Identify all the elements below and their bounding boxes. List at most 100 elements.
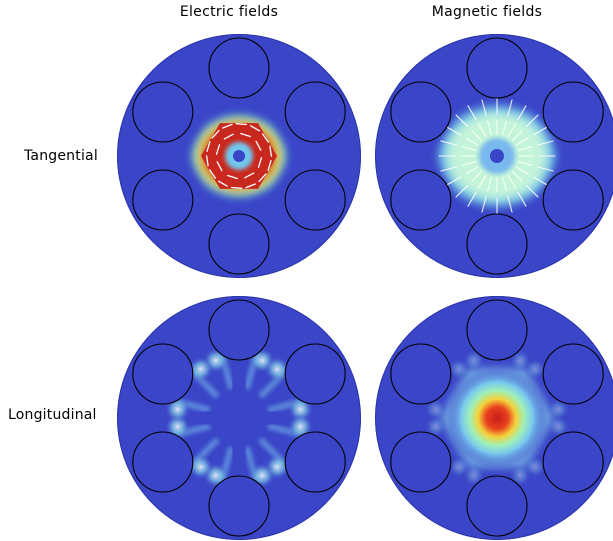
air-holes [132,37,346,275]
fiber-outline [117,296,361,540]
column-title-magnetic: Magnetic fields [431,4,543,20]
field-arrow [512,129,524,141]
field-arrow [532,126,548,136]
field-arrow [517,161,533,166]
field-arrow [537,140,554,146]
core-center [490,149,504,163]
field-arrow [455,114,468,127]
field-hotspot [447,358,470,381]
air-hole [132,169,194,231]
field-arrow [526,185,539,198]
field-hotspot [524,358,547,381]
field-hotspot [547,398,570,421]
field-arrow [515,166,529,175]
field-arrow [515,137,529,146]
field-arrow [223,133,234,140]
field-hotspot [424,415,447,438]
field-arrow [257,157,263,168]
fiber-outline [117,34,361,278]
field-arrow [537,166,554,172]
air-hole [284,169,346,231]
field-hotspots [424,349,570,487]
row-label-longitudinal: Longitudinal [8,407,97,423]
field-arrow [211,129,220,139]
field-arrow [478,174,487,188]
field-hotspot [264,356,291,383]
air-hole [208,37,270,99]
field-arrow [507,124,516,138]
field-arrow [461,161,477,166]
field-arrow [227,174,238,180]
field-arrow [487,120,492,136]
row-label-tangential: Tangential [24,148,98,164]
fiber-outline [375,34,613,278]
field-arrow [255,140,262,151]
field-arrow [532,176,548,186]
field-arrow [481,99,487,116]
field-arrow [269,145,273,157]
air-hole [208,475,270,537]
field-arrow [507,174,516,188]
field-arrow [245,183,256,189]
field-arrow [461,146,477,151]
field-arrow [487,176,492,192]
field-arrow [267,160,272,171]
air-hole [542,169,604,231]
panel-electric-tangential [117,34,361,278]
field-arrow [215,144,221,155]
air-hole [208,299,270,361]
field-arrow [502,120,507,136]
field-arrow [240,132,251,138]
field-arrow [507,99,513,116]
field-arrow [465,166,479,175]
field-arrow [455,185,468,198]
field-arrows [205,123,273,189]
field-arrow [467,191,477,207]
field-arrow [250,125,261,132]
field-arrow [258,173,267,183]
field-arrow [440,140,457,146]
core-field-spot [447,368,547,468]
field-arrow [261,133,269,143]
air-hole [208,213,270,275]
field-arrow [209,169,217,179]
field-arrow [517,105,527,121]
field-hotspot [424,398,447,421]
air-hole [284,431,346,493]
field-arrow [512,171,524,183]
air-holes [132,299,346,537]
air-hole [284,81,346,143]
field-arrow [446,126,462,136]
field-arrow [470,171,482,183]
air-hole [390,169,452,231]
air-hole [390,431,452,493]
field-arrow [526,114,539,127]
field-arrow [216,161,223,172]
air-hole [132,343,194,405]
field-hotspot [187,356,214,383]
field-arrow [467,105,477,121]
air-hole [466,213,528,275]
column-title-electric: Electric fields [179,4,279,20]
air-hole [132,431,194,493]
field-arrow [465,137,479,146]
field-arrow [517,191,527,207]
field-arrow [446,176,462,186]
field-hotspot [187,453,214,480]
air-hole [542,431,604,493]
air-hole [390,343,452,405]
panel-magnetic-longitudinal [375,296,613,540]
field-arrow [205,155,209,167]
field-arrow [478,124,487,138]
air-hole [542,343,604,405]
air-hole [466,475,528,537]
field-arrow [217,180,228,187]
core-center [213,392,265,444]
core-center [233,150,245,162]
field-arrow [470,129,482,141]
field-hotspot [509,464,532,487]
air-hole [390,81,452,143]
field-arrow [244,172,255,179]
air-holes [390,37,604,275]
air-hole [466,37,528,99]
